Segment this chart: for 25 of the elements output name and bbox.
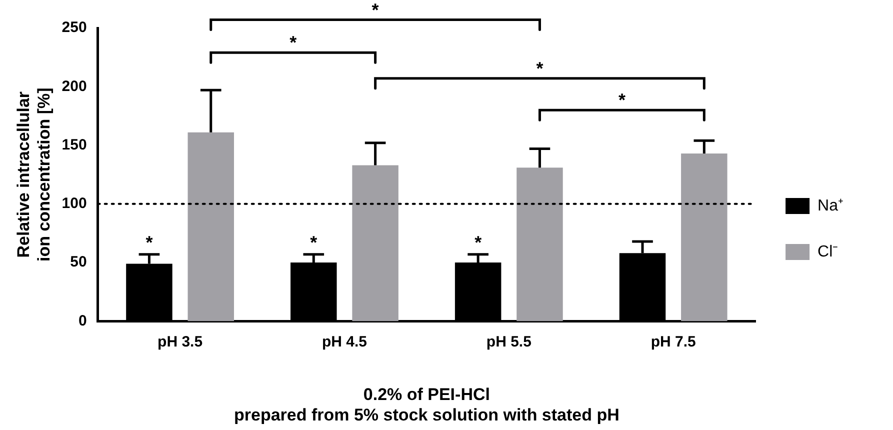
x-tick-label: pH 4.5	[322, 333, 367, 350]
annotation: *	[290, 32, 297, 53]
y-tick-label: 150	[62, 136, 87, 154]
x-tick-label: pH 3.5	[158, 333, 203, 350]
legend-label: Cl⁻	[818, 243, 838, 260]
annotation: *	[618, 90, 626, 110]
y-tick-label: 250	[62, 19, 87, 36]
x-tick-label: pH 5.5	[486, 333, 532, 350]
bar	[516, 168, 563, 322]
y-axis-title: Relative intracellular ion concentration [%]	[14, 88, 54, 262]
annotation: *	[146, 232, 153, 252]
annotation: *	[310, 232, 318, 252]
annotation: *	[474, 232, 482, 252]
x-tick-label: pH 7.5	[650, 333, 696, 350]
y-tick-label: 50	[70, 254, 87, 271]
legend-label: Na⁺	[818, 197, 843, 214]
y-tick-label: 100	[62, 195, 87, 212]
annotation: *	[536, 58, 544, 78]
bar	[352, 165, 398, 322]
y-tick-label: 200	[62, 78, 87, 95]
text: *	[372, 0, 379, 20]
bar	[681, 153, 728, 322]
y-tick-label: 0	[78, 312, 87, 330]
x-axis-title: 0.2% of PEI-HCl prepared from 5% stock solution with stated pH	[234, 385, 620, 424]
bar	[188, 132, 234, 322]
